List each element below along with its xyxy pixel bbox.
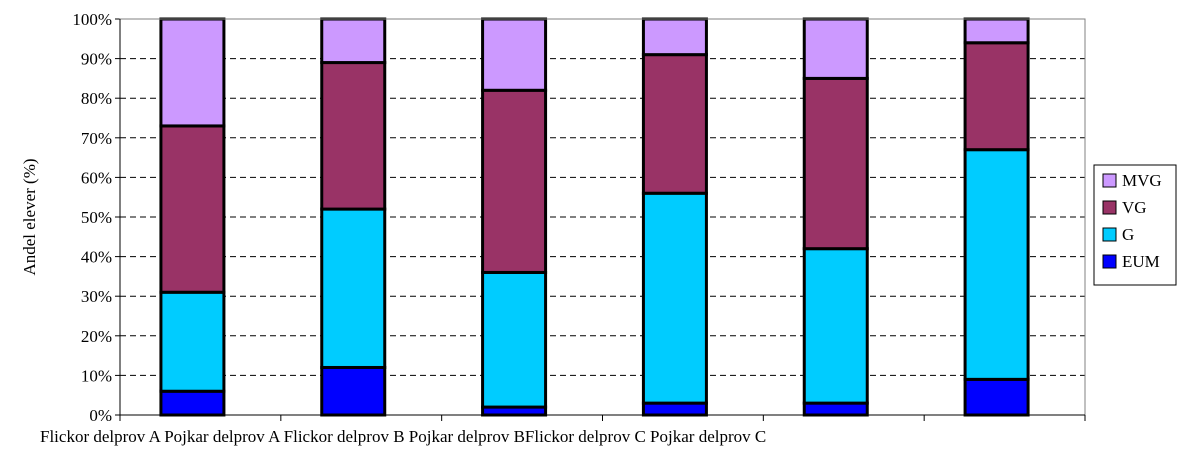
bar-segment-g bbox=[320, 207, 387, 369]
legend-label-mvg: MVG bbox=[1122, 171, 1162, 190]
bar-segment-eum bbox=[963, 377, 1030, 417]
bar-segment-g bbox=[641, 191, 708, 405]
legend-label-eum: EUM bbox=[1122, 252, 1160, 271]
bar-segment-vg bbox=[320, 61, 387, 211]
legend: MVG VG G EUM bbox=[1093, 164, 1177, 286]
bar-segment-mvg bbox=[159, 17, 226, 128]
y-tick-label: 70% bbox=[81, 129, 112, 148]
y-tick-label: 20% bbox=[81, 327, 112, 346]
x-axis bbox=[119, 19, 1086, 421]
bar-segment-eum bbox=[641, 401, 708, 417]
gridlines bbox=[120, 58, 1085, 376]
bar-segment-g bbox=[159, 290, 226, 393]
bar-segment-mvg bbox=[641, 17, 708, 57]
bar-segment-mvg bbox=[320, 17, 387, 65]
bar-segment-g bbox=[481, 270, 548, 409]
legend-label-vg: VG bbox=[1122, 198, 1147, 217]
y-tick-label: 90% bbox=[81, 50, 112, 69]
bar-segment-mvg bbox=[963, 17, 1030, 45]
y-tick-label: 50% bbox=[81, 208, 112, 227]
bar-segment-g bbox=[963, 148, 1030, 381]
bar-segment-vg bbox=[641, 53, 708, 195]
bar-segment-vg bbox=[481, 88, 548, 274]
y-tick-label: 60% bbox=[81, 168, 112, 187]
bar-segment-vg bbox=[802, 76, 869, 251]
bar-segment-eum bbox=[159, 389, 226, 417]
bar-segment-mvg bbox=[481, 17, 548, 92]
y-axis-ticks: 0% 10% 20% 30% 40% 50% 60% 70% 80% 90% 100% bbox=[72, 10, 120, 425]
legend-swatch-mvg bbox=[1102, 173, 1117, 188]
y-tick-label: 80% bbox=[81, 89, 112, 108]
legend-swatch-vg bbox=[1102, 200, 1117, 215]
bar-segment-g bbox=[802, 247, 869, 405]
y-tick-label: 40% bbox=[81, 248, 112, 267]
legend-swatch-g bbox=[1102, 227, 1117, 242]
x-axis-category-labels: Flickor delprov A Pojkar delprov A Flick… bbox=[40, 427, 766, 446]
bar-segment-vg bbox=[963, 41, 1030, 152]
y-tick-label: 0% bbox=[89, 406, 112, 425]
bar-segment-mvg bbox=[802, 17, 869, 80]
bar-segment-eum bbox=[802, 401, 869, 417]
y-tick-label: 100% bbox=[72, 10, 112, 29]
legend-swatch-eum bbox=[1102, 254, 1117, 269]
legend-label-g: G bbox=[1122, 225, 1134, 244]
y-tick-label: 10% bbox=[81, 366, 112, 385]
bar-segment-eum bbox=[320, 365, 387, 417]
y-tick-label: 30% bbox=[81, 287, 112, 306]
y-axis-label: Andel elever (%) bbox=[20, 158, 39, 275]
bar-segment-vg bbox=[159, 124, 226, 294]
